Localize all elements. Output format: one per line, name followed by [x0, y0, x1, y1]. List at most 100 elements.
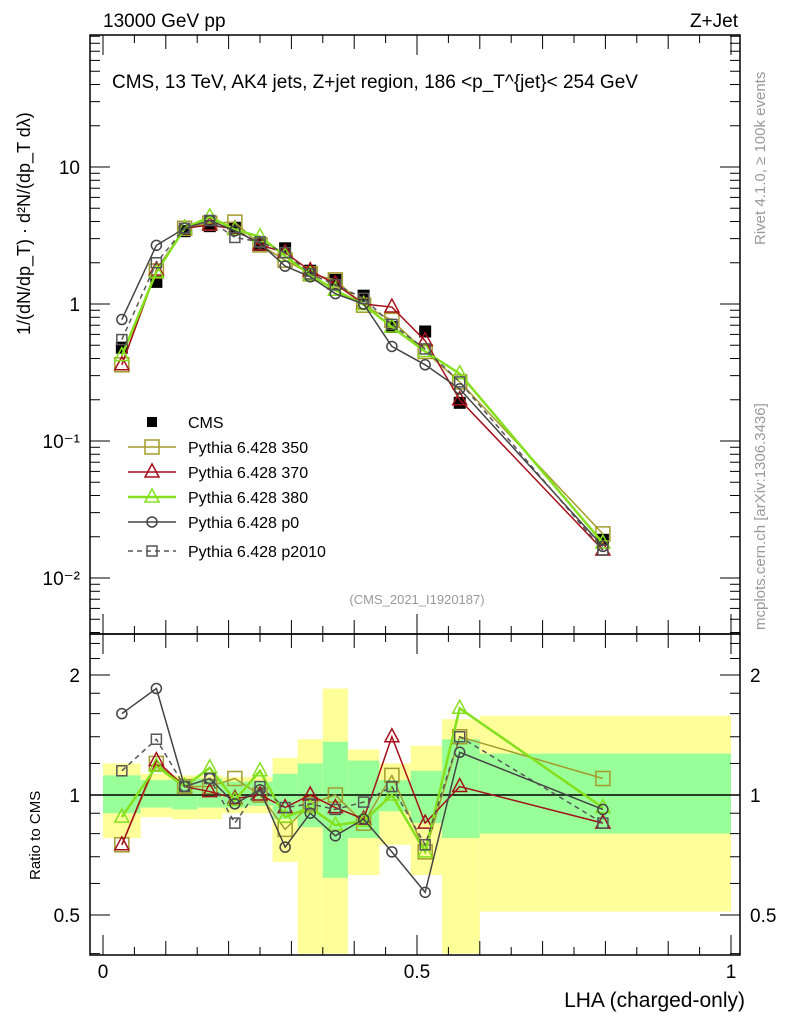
legend-label: CMS [188, 415, 224, 432]
data-point [386, 780, 398, 793]
data-point [357, 796, 370, 808]
data-point [329, 287, 342, 300]
data-point [279, 801, 291, 814]
data-point [384, 767, 400, 784]
y-tick-label: 10⁻² [43, 569, 81, 590]
data-point [327, 787, 344, 803]
data-point [148, 755, 165, 772]
rivet-label: Rivet 4.1.0, ≥ 100k events [752, 72, 769, 245]
data-point [383, 727, 401, 743]
series-line [121, 221, 604, 535]
data-point [116, 765, 128, 777]
data-point [597, 817, 609, 829]
mcplots-label: mcplots.cern.ch [arXiv:1306.3436] [752, 403, 769, 630]
series-line [121, 219, 604, 551]
data-point [386, 340, 398, 353]
data-point [178, 222, 191, 235]
ratio-y-tick-label-right: 1 [750, 786, 761, 807]
data-point [251, 761, 269, 777]
data-point [143, 462, 161, 478]
data-point [304, 798, 316, 810]
data-point [451, 698, 468, 715]
y-axis-label: 1/(dN/dp_T) · d²N/(dp_T dλ) [14, 112, 35, 335]
ratio-y-tick-label: 2 [69, 666, 80, 687]
data-point [597, 803, 609, 816]
data-point [279, 260, 291, 272]
data-point [116, 313, 128, 326]
data-point [251, 235, 269, 251]
x-tick-label: 1 [726, 962, 737, 983]
stat-uncertainty-band [272, 773, 298, 820]
data-point [113, 807, 131, 823]
y-tick-label: 10 [59, 158, 80, 179]
data-point [150, 257, 163, 269]
ratio-series-line [121, 735, 604, 847]
data-point [416, 813, 434, 829]
ratio-y-tick-label-right: 0.5 [750, 906, 776, 927]
y-tick-label: 10⁻¹ [43, 432, 81, 453]
legend-label: Pythia 6.428 p2010 [188, 544, 326, 561]
ratio-y-label: Ratio to CMS [27, 791, 44, 880]
legend-label: Pythia 6.428 p0 [188, 515, 299, 532]
data-point [383, 297, 401, 313]
data-point [148, 756, 165, 773]
data-point [416, 331, 434, 347]
data-point [201, 781, 219, 798]
header-left: 13000 GeV pp [103, 11, 226, 32]
data-point [113, 835, 131, 851]
data-point [116, 333, 128, 346]
data-point [357, 292, 370, 305]
header-right: Z+Jet [690, 11, 739, 32]
data-point [597, 544, 609, 556]
data-point [595, 770, 611, 787]
data-point [146, 516, 158, 528]
ratio-y-tick-label-right: 2 [750, 666, 761, 687]
data-point [113, 346, 131, 362]
data-point [229, 798, 241, 810]
data-point [279, 246, 291, 259]
data-point [453, 396, 466, 409]
data-point [453, 730, 466, 743]
x-tick-label: 0 [98, 962, 109, 983]
data-point [146, 545, 158, 557]
data-point [302, 796, 318, 812]
data-point [178, 780, 191, 793]
main-plot [113, 207, 612, 556]
data-point [357, 813, 370, 825]
data-point [327, 797, 344, 814]
data-point [229, 817, 241, 829]
ratio-y-tick-label: 0.5 [54, 906, 80, 927]
data-point [254, 236, 266, 248]
data-point [227, 770, 243, 787]
legend: CMS Pythia 6.428 350 Pythia 6.428 370 Pythi… [128, 415, 326, 561]
ratio-plot [113, 682, 612, 899]
y-tick-label: 1 [69, 295, 80, 316]
data-point [327, 280, 344, 296]
data-point [329, 803, 342, 816]
data-point [144, 439, 160, 455]
data-point [419, 359, 431, 371]
x-axis-label: LHA (charged-only) [564, 989, 745, 1012]
ratio-y-tick-label: 1 [69, 786, 80, 807]
data-point [453, 376, 466, 388]
data-point [419, 839, 431, 851]
data-point [116, 707, 128, 720]
legend-label: Pythia 6.428 350 [188, 440, 308, 457]
data-point [383, 785, 401, 801]
data-point [226, 790, 244, 807]
data-point [143, 487, 161, 503]
data-point [383, 317, 401, 333]
stat-uncertainty-band [479, 753, 731, 834]
plot-title: CMS, 13 TeV, AK4 jets, Z+jet region, 186… [112, 72, 638, 93]
data-point [229, 225, 241, 237]
analysis-id: (CMS_2021_I1920187) [349, 592, 484, 607]
data-point [204, 772, 216, 785]
data-point [451, 364, 468, 380]
axes: 10⁻² 10⁻¹ 1 10 0.5 0.5 1 1 2 2 0 0.5 1 [43, 34, 776, 983]
data-point [113, 355, 131, 371]
data-point [453, 383, 466, 395]
data-point [279, 841, 291, 853]
x-tick-label: 0.5 [404, 962, 430, 983]
data-point [254, 780, 266, 793]
data-point [416, 341, 434, 358]
